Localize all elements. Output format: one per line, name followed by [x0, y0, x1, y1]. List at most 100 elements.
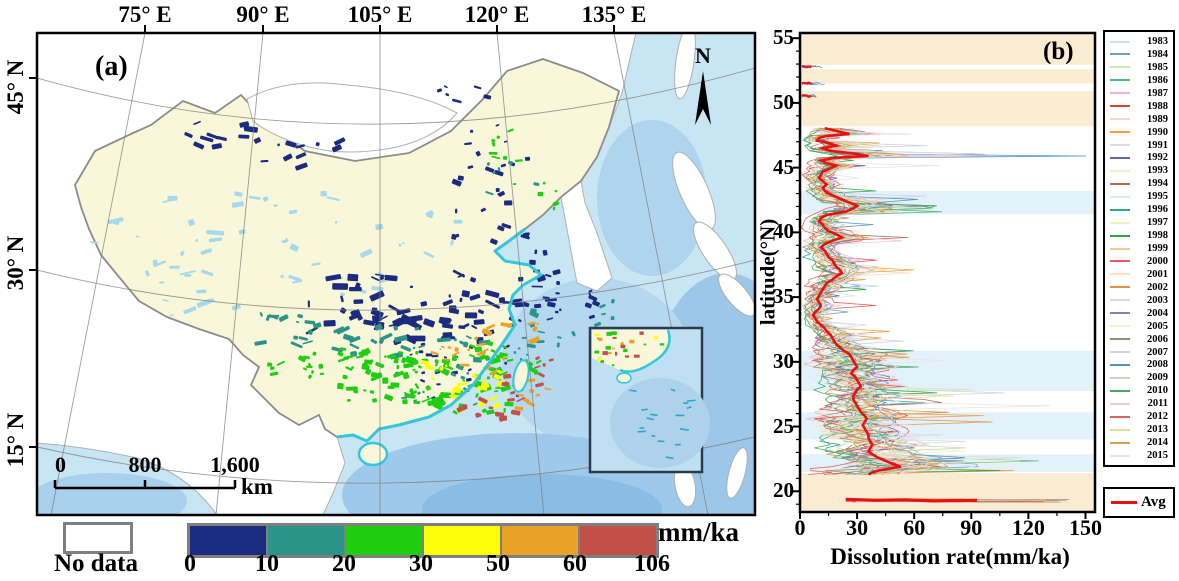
- legend-year-item: 1984: [1110, 49, 1168, 60]
- y-tick-label: 30: [773, 348, 794, 373]
- legend-year-line: [1110, 53, 1130, 56]
- latitude-tick-label: 30° N: [3, 235, 28, 291]
- legend-year-label: 2007: [1147, 346, 1168, 358]
- series-line-2015: [812, 128, 1051, 475]
- legend-year-label: 1989: [1147, 113, 1168, 125]
- legend-year-line: [1110, 273, 1130, 276]
- panel-a-label: (a): [95, 51, 128, 82]
- legend-year-line: [1110, 221, 1130, 224]
- latitude-dissolution-chart: (b): [793, 31, 1097, 519]
- ramp-segment: [346, 526, 422, 555]
- legend-year-line: [1110, 338, 1130, 341]
- legend-year-label: 1983: [1147, 36, 1168, 47]
- legend-year-label: 1985: [1147, 61, 1168, 73]
- legend-year-label: 1992: [1147, 152, 1168, 164]
- color-ramp: [187, 523, 659, 558]
- legend-year-label: 2001: [1147, 268, 1168, 280]
- legend-year-label: 2014: [1147, 437, 1168, 449]
- legend-year-label: 2009: [1147, 372, 1168, 384]
- legend-year-item: 1993: [1110, 165, 1168, 176]
- longitude-tick-label: 120° E: [464, 2, 530, 27]
- longitude-tick-label: 105° E: [347, 2, 413, 27]
- series-line-2012: [801, 127, 885, 475]
- legend-year-label: 1986: [1147, 74, 1168, 86]
- legend-year-line: [1110, 351, 1130, 353]
- legend-year-line: [1110, 260, 1130, 263]
- ramp-break-label: 106: [634, 551, 670, 577]
- legend-year-item: 1986: [1110, 75, 1168, 86]
- ramp-segment: [424, 526, 500, 555]
- legend-year-label: 1990: [1147, 126, 1168, 138]
- legend-year-item: 1990: [1110, 127, 1168, 138]
- legend-year-line: [1110, 299, 1130, 302]
- legend-year-item: 2002: [1110, 282, 1168, 293]
- legend-year-label: 2005: [1147, 320, 1168, 332]
- legend-year-line: [1110, 286, 1130, 289]
- y-tick-label: 35: [773, 284, 794, 309]
- ramp-break-label: 10: [255, 551, 279, 577]
- legend-year-line: [1110, 363, 1130, 366]
- legend-year-item: 1992: [1110, 152, 1168, 163]
- legend-year-line: [1110, 247, 1130, 250]
- legend-year-label: 1997: [1147, 217, 1168, 229]
- legend-year-line: [1110, 66, 1130, 69]
- latitude-tick-label: 15° N: [3, 412, 28, 468]
- legend-year-label: 1993: [1147, 165, 1168, 177]
- legend-year-line: [1110, 389, 1130, 392]
- legend-year-label: 1994: [1147, 178, 1168, 190]
- legend-year-label: 2000: [1147, 255, 1168, 267]
- legend-year-line: [1110, 441, 1130, 444]
- avg-legend-line: [1111, 501, 1137, 504]
- legend-year-item: 1985: [1110, 62, 1168, 73]
- north-arrow: N: [695, 43, 711, 125]
- y-tick-label: 50: [773, 89, 794, 114]
- legend-year-line: [1110, 195, 1130, 198]
- series-line-2002: [812, 127, 993, 475]
- legend-year-item: 1996: [1110, 204, 1168, 215]
- y-tick-label: 45: [773, 154, 794, 179]
- legend-year-line: [1110, 131, 1130, 134]
- x-tick-label: 90: [960, 515, 983, 540]
- legend-year-line: [1110, 156, 1130, 159]
- legend-year-line: [1110, 428, 1130, 431]
- ramp-break-label: 60: [563, 551, 587, 577]
- svg-text:1,600: 1,600: [210, 452, 260, 477]
- avg-legend-label: Avg: [1141, 494, 1166, 510]
- taiwan-island: [512, 359, 530, 393]
- series-line-2013: [809, 127, 954, 475]
- y-tick-label: 20: [773, 478, 794, 503]
- panel-b-label: (b): [1043, 38, 1074, 65]
- series-line-2006: [802, 127, 909, 475]
- legend-year-label: 1998: [1147, 230, 1168, 242]
- longitude-tick-label: 90° E: [236, 2, 290, 27]
- legend-year-item: 2012: [1110, 411, 1168, 422]
- north-arrow-label: N: [695, 43, 711, 68]
- x-tick-label: 60: [903, 515, 926, 540]
- longitude-tick-label: 75° E: [118, 2, 172, 27]
- china-coastline: [336, 227, 543, 443]
- x-tick-label: 150: [1068, 515, 1102, 540]
- y-tick-label: 55: [773, 25, 794, 50]
- legend-year-item: 1995: [1110, 191, 1168, 202]
- y-tick-label: 40: [773, 219, 794, 244]
- no-data-swatch: [63, 522, 133, 554]
- ramp-break-label: 0: [184, 551, 196, 577]
- legend-year-item: 2014: [1110, 437, 1168, 448]
- legend-year-item: 2006: [1110, 334, 1168, 345]
- legend-year-line: [1110, 376, 1130, 379]
- legend-year-label: 1991: [1147, 139, 1168, 151]
- ramp-break-label: 50: [486, 551, 510, 577]
- avg-legend: Avg: [1103, 487, 1175, 518]
- y-tick-label: 25: [773, 413, 794, 438]
- svg-text:800: 800: [129, 452, 162, 477]
- legend-year-line: [1110, 208, 1130, 211]
- map-axis-ticks: [29, 25, 615, 448]
- chart-x-axis-label: Dissolution rate(mm/ka): [830, 544, 1070, 569]
- foreign-islands: [672, 33, 755, 508]
- ramp-segment: [502, 526, 578, 555]
- legend-year-label: 2008: [1147, 359, 1168, 371]
- legend-year-line: [1110, 118, 1130, 121]
- legend-year-label: 1996: [1147, 204, 1168, 216]
